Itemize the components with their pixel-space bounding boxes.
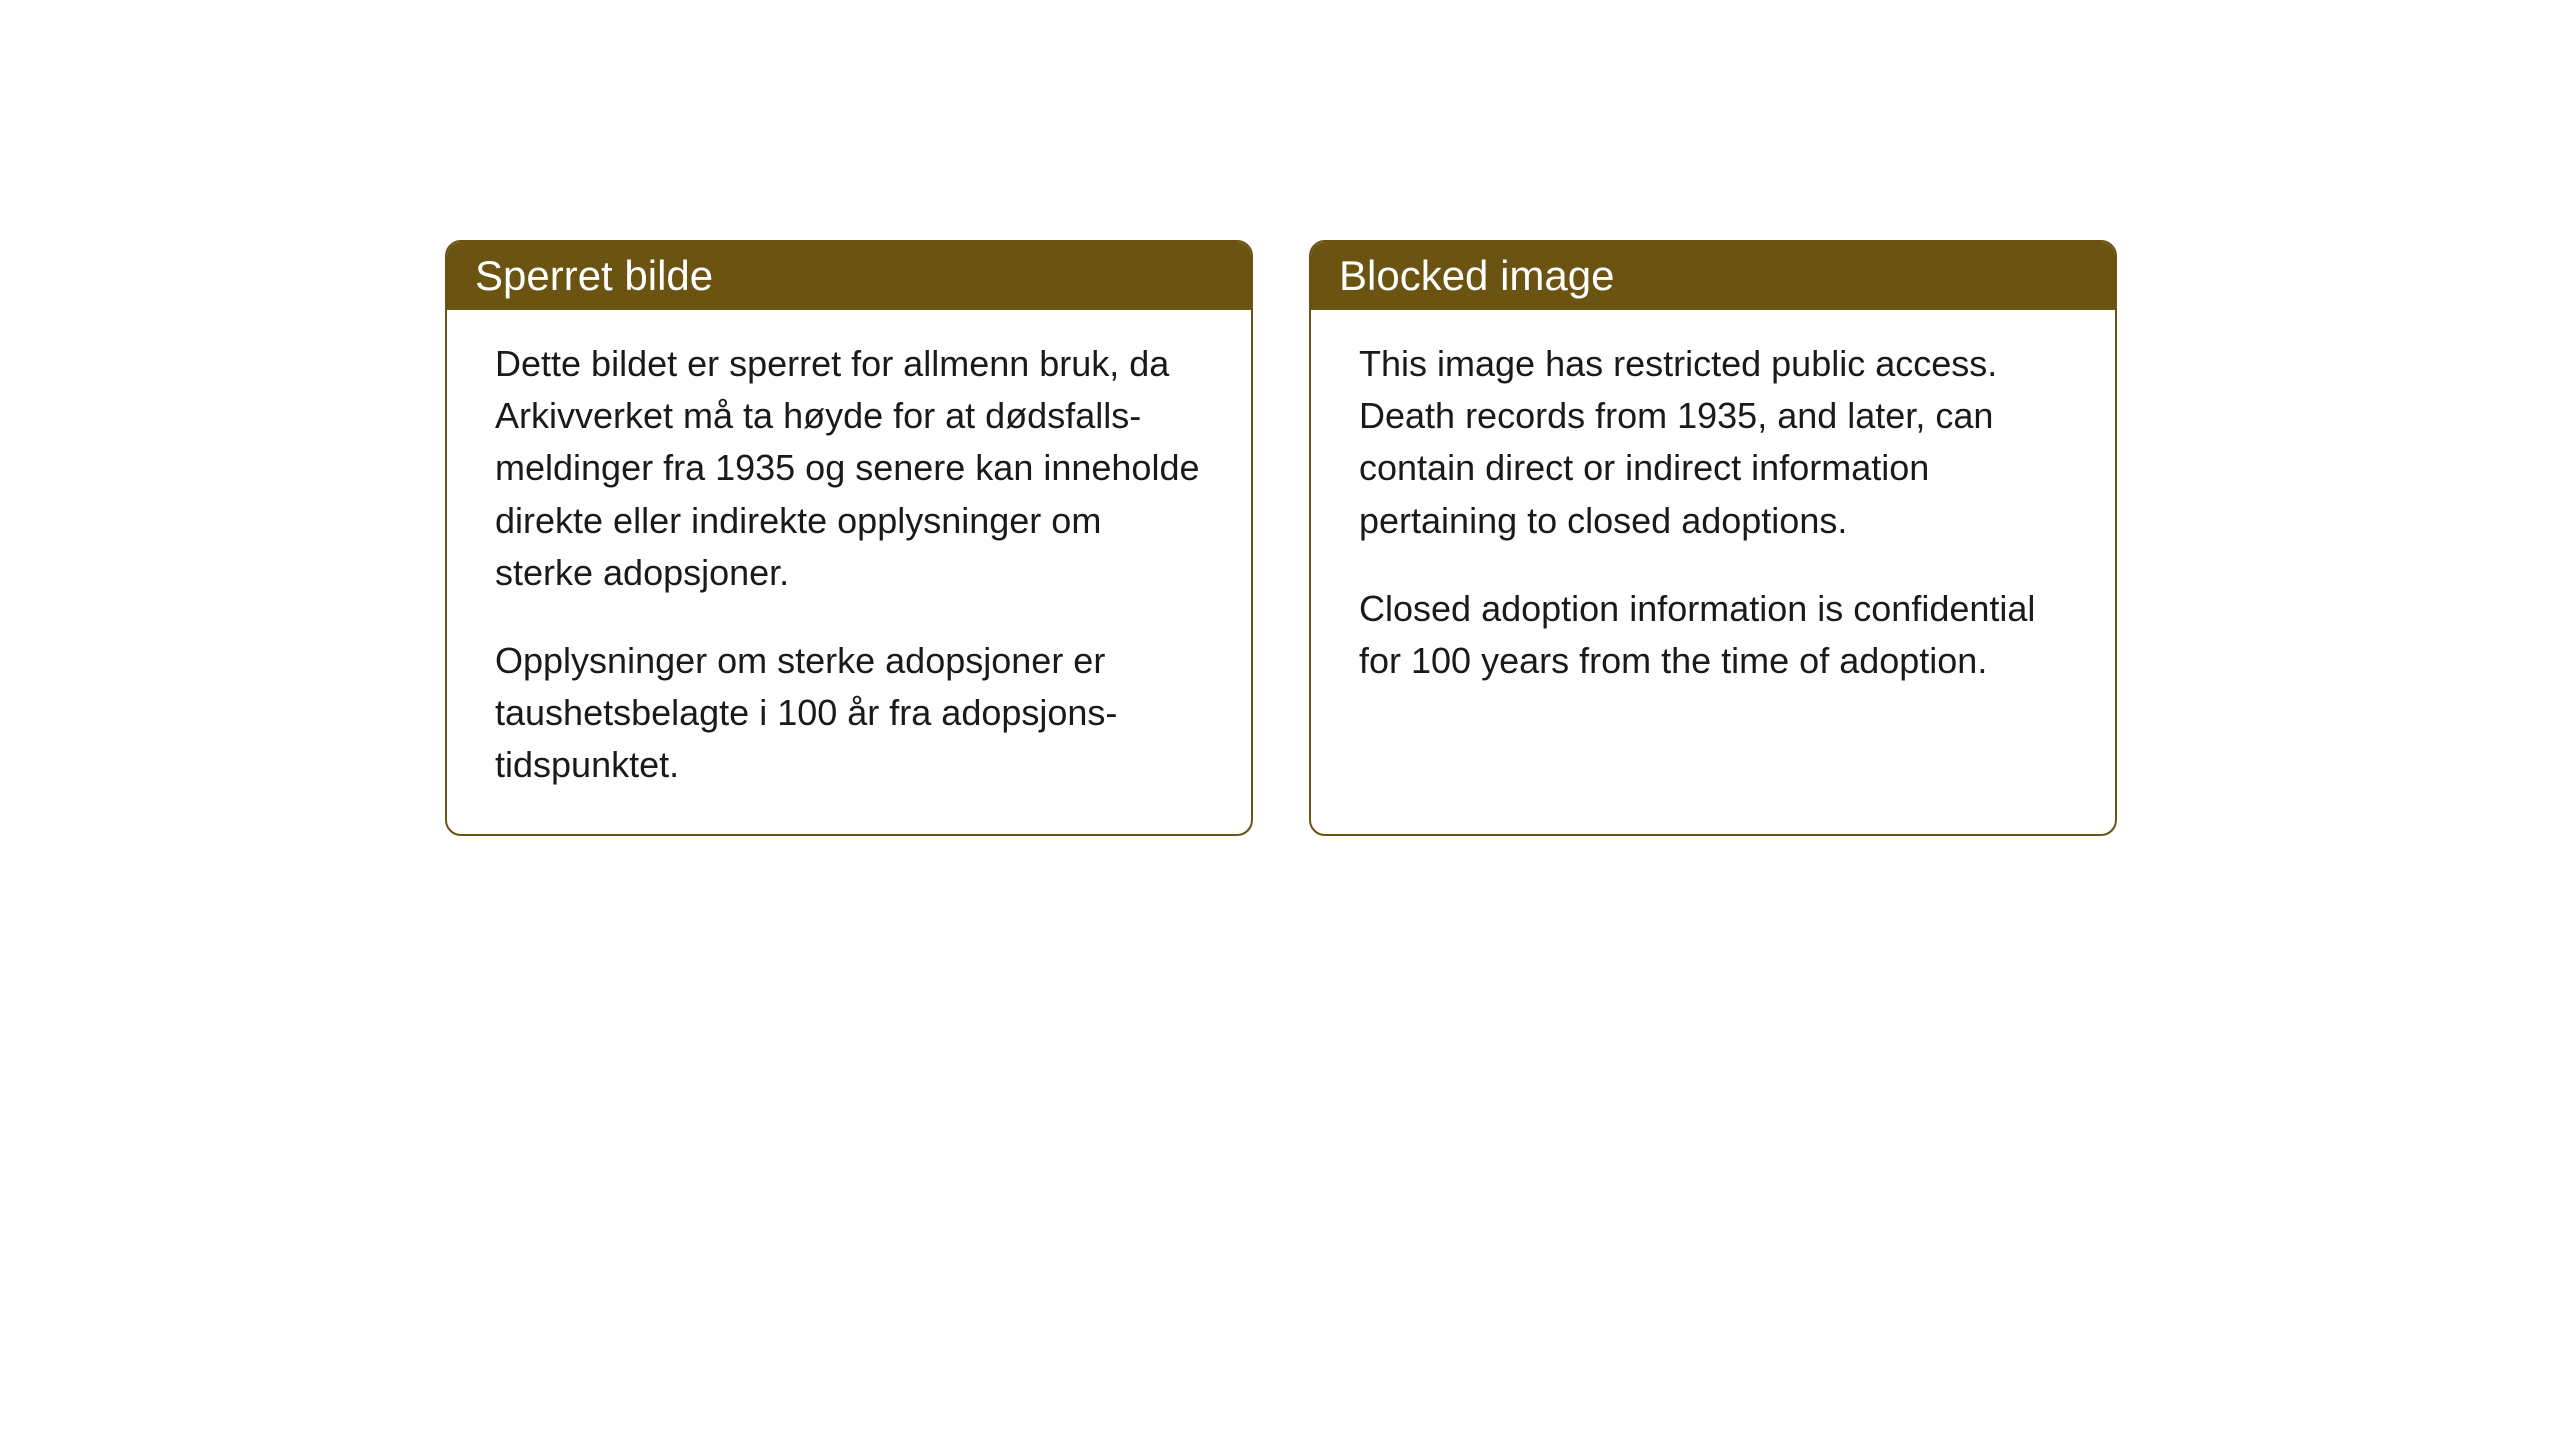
card-body-norwegian: Dette bildet er sperret for allmenn bruk… xyxy=(447,310,1251,834)
card-para2-norwegian: Opplysninger om sterke adopsjoner er tau… xyxy=(495,635,1203,792)
notice-card-english: Blocked image This image has restricted … xyxy=(1309,240,2117,836)
card-para1-english: This image has restricted public access.… xyxy=(1359,338,2067,547)
card-para1-norwegian: Dette bildet er sperret for allmenn bruk… xyxy=(495,338,1203,599)
card-title-norwegian: Sperret bilde xyxy=(475,252,713,299)
card-title-english: Blocked image xyxy=(1339,252,1614,299)
notice-container: Sperret bilde Dette bildet er sperret fo… xyxy=(445,240,2117,836)
notice-card-norwegian: Sperret bilde Dette bildet er sperret fo… xyxy=(445,240,1253,836)
card-header-english: Blocked image xyxy=(1311,242,2115,310)
card-body-english: This image has restricted public access.… xyxy=(1311,310,2115,750)
card-para2-english: Closed adoption information is confident… xyxy=(1359,583,2067,687)
card-header-norwegian: Sperret bilde xyxy=(447,242,1251,310)
